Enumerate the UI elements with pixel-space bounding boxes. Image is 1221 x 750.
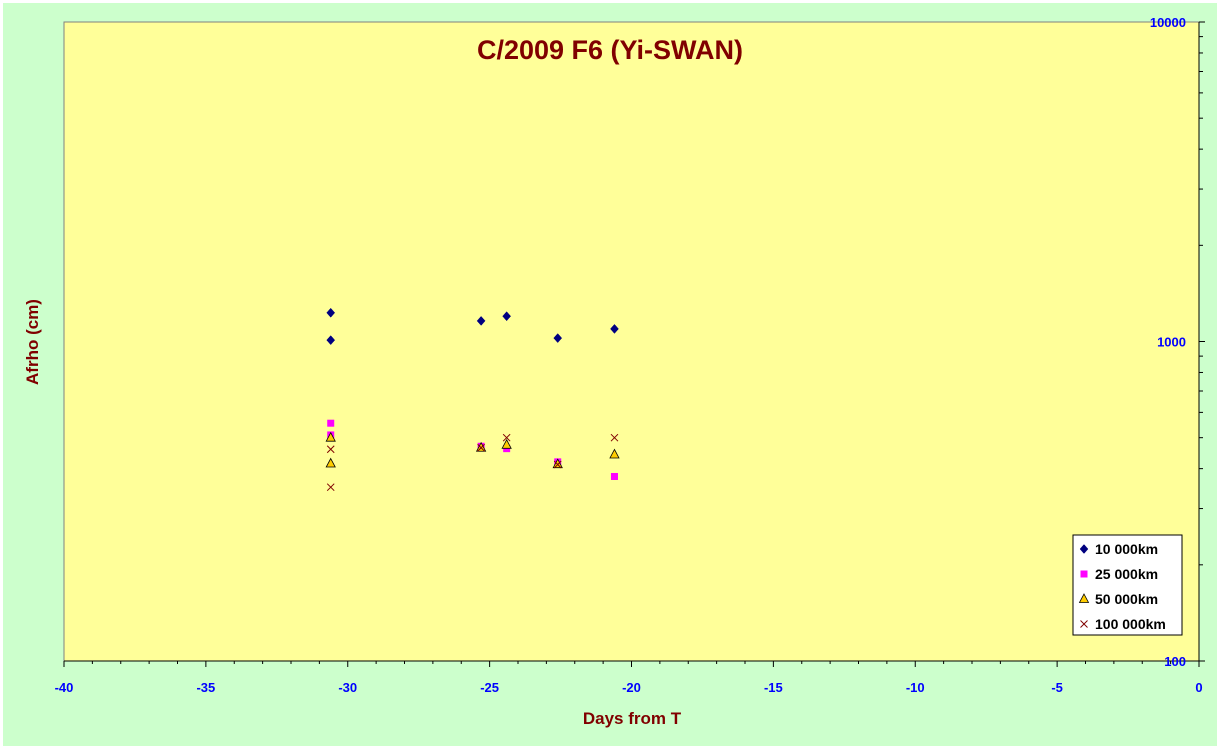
data-point-series-3 [552, 458, 563, 469]
legend-label: 10 000km [1095, 541, 1158, 557]
data-point-series-1 [502, 311, 511, 322]
data-point-series-3 [501, 438, 512, 449]
cross-stroke [326, 445, 335, 454]
x-tick-label: -15 [764, 680, 783, 695]
x-axis-label: Days from T [583, 709, 682, 728]
data-point-series-1 [610, 324, 619, 334]
cross-stroke [553, 460, 562, 469]
data-point-series-4 [553, 460, 562, 469]
data-point-series-1 [326, 307, 336, 318]
cross-stroke [1080, 620, 1088, 628]
data-point-series-1 [476, 316, 486, 326]
x-tick-label: -5 [1051, 680, 1063, 695]
x-tick-label: -30 [338, 680, 357, 695]
data-point-series-1 [553, 333, 563, 343]
x-tick-label: 0 [1195, 680, 1202, 695]
plot-area [63, 21, 1200, 662]
data-point-series-3 [325, 457, 336, 468]
chart-title: C/2009 F6 (Yi-SWAN) [477, 35, 743, 65]
x-tick-label: -35 [196, 680, 215, 695]
y-tick-label: 100 [1164, 654, 1186, 669]
data-point-series-4 [326, 483, 335, 492]
data-point-series-1 [326, 335, 336, 345]
data-point-series-3 [475, 441, 487, 452]
cross-stroke [477, 443, 485, 452]
cross-stroke [502, 433, 511, 442]
axes: -40 -35 -30 -25 -20 -15 -10 -5 0 100 1000 10000 [55, 15, 1205, 695]
data-point-series-3 [609, 448, 620, 459]
y-tick-label: 10000 [1150, 15, 1186, 30]
x-tick-label: -10 [906, 680, 925, 695]
y-axis-label: Afrho (cm) [23, 299, 42, 385]
data-point-series-4 [502, 433, 511, 442]
data-point-series-4 [477, 443, 485, 452]
cross-stroke [610, 433, 619, 442]
data-point-series-4 [326, 445, 335, 454]
data-point-series-4 [610, 433, 619, 442]
x-tick-label: -20 [622, 680, 641, 695]
legend-marker [1080, 620, 1088, 628]
y-tick-label: 1000 [1157, 335, 1186, 350]
legend-marker [1078, 593, 1090, 603]
x-tick-label: -40 [55, 680, 74, 695]
legend-marker [1080, 570, 1088, 578]
data-marks [325, 307, 620, 492]
legend: 10 000km 25 000km 50 000km 100 000km [1072, 534, 1183, 636]
cross-stroke [326, 483, 335, 492]
legend-label: 50 000km [1095, 591, 1158, 607]
data-point-series-3 [325, 431, 336, 442]
legend-box [1072, 534, 1183, 636]
legend-label: 25 000km [1095, 566, 1158, 582]
legend-marker [1079, 544, 1089, 554]
legend-label: 100 000km [1095, 616, 1166, 632]
data-point-series-2 [610, 472, 618, 480]
data-point-series-2 [327, 419, 335, 427]
x-tick-label: -25 [480, 680, 499, 695]
